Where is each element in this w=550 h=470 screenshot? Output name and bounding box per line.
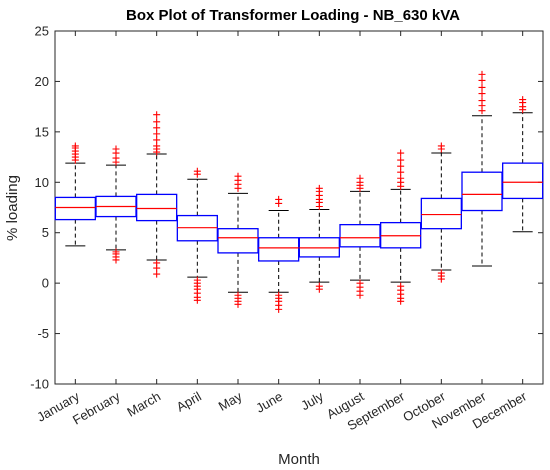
y-tick-label: -5 xyxy=(37,326,49,341)
box-september xyxy=(380,149,422,305)
outlier-marker xyxy=(112,248,120,256)
y-tick-label: 20 xyxy=(35,74,49,89)
box-april xyxy=(176,167,218,304)
plot-area xyxy=(54,30,544,385)
y-tick-label: 15 xyxy=(35,124,49,139)
iqr-box xyxy=(339,223,381,248)
outlier-marker xyxy=(153,124,161,132)
x-tick-label: March xyxy=(124,389,163,420)
x-tick-label: February xyxy=(70,388,123,427)
outlier-marker xyxy=(153,136,161,144)
box-june xyxy=(258,195,300,313)
outlier-marker xyxy=(275,305,283,313)
box-may xyxy=(217,172,259,308)
outlier-marker xyxy=(397,162,405,170)
iqr-box xyxy=(54,196,96,221)
box-march xyxy=(136,111,178,278)
outlier-marker xyxy=(153,142,161,150)
y-tick-label: 25 xyxy=(35,24,49,39)
box-february xyxy=(95,145,137,264)
box-october xyxy=(420,142,462,283)
outlier-marker xyxy=(234,172,242,180)
outlier-marker xyxy=(397,149,405,157)
iqr-box xyxy=(217,228,259,254)
outlier-marker xyxy=(478,83,486,91)
outlier-marker xyxy=(234,300,242,308)
outlier-marker xyxy=(356,291,364,299)
y-tick-label: 0 xyxy=(42,276,49,291)
chart-title: Box Plot of Transformer Loading - NB_630… xyxy=(126,7,460,24)
outlier-marker xyxy=(193,296,201,304)
y-axis-label: % loading xyxy=(4,175,21,241)
x-tick-label: April xyxy=(174,389,204,415)
outlier-marker xyxy=(71,142,79,150)
outlier-marker xyxy=(397,156,405,164)
x-tick-label: July xyxy=(298,388,326,413)
iqr-box xyxy=(420,197,462,230)
y-tick-label: -10 xyxy=(30,377,49,392)
y-tick-label: 10 xyxy=(35,175,49,190)
outlier-marker xyxy=(153,118,161,126)
x-axis-label: Month xyxy=(278,451,320,468)
box-december xyxy=(502,96,544,233)
box-august xyxy=(339,174,381,299)
iqr-box xyxy=(461,171,503,212)
box-january xyxy=(54,142,96,247)
x-tick-label: June xyxy=(253,389,285,416)
outlier-marker xyxy=(153,270,161,278)
outlier-marker xyxy=(315,184,323,192)
box-july xyxy=(298,184,340,293)
outlier-marker xyxy=(112,145,120,153)
outlier-marker xyxy=(397,168,405,176)
iqr-box xyxy=(258,237,300,262)
boxes-group xyxy=(54,70,544,313)
outlier-marker xyxy=(153,259,161,267)
outlier-marker xyxy=(153,111,161,119)
iqr-box xyxy=(502,162,544,200)
outlier-marker xyxy=(275,195,283,203)
outlier-marker xyxy=(397,174,405,182)
box-november xyxy=(461,70,503,267)
outlier-marker xyxy=(193,167,201,175)
outlier-marker xyxy=(519,96,527,104)
outlier-marker xyxy=(397,297,405,305)
outlier-marker xyxy=(478,97,486,105)
outlier-marker xyxy=(153,130,161,138)
outlier-marker xyxy=(478,90,486,98)
iqr-box xyxy=(136,193,178,222)
outlier-marker xyxy=(437,142,445,150)
y-tick-label: 5 xyxy=(42,225,49,240)
outlier-marker xyxy=(478,70,486,78)
outlier-marker xyxy=(437,275,445,283)
outlier-marker xyxy=(478,76,486,84)
x-tick-label: May xyxy=(216,388,245,414)
outlier-marker xyxy=(356,174,364,182)
outlier-marker xyxy=(315,285,323,293)
